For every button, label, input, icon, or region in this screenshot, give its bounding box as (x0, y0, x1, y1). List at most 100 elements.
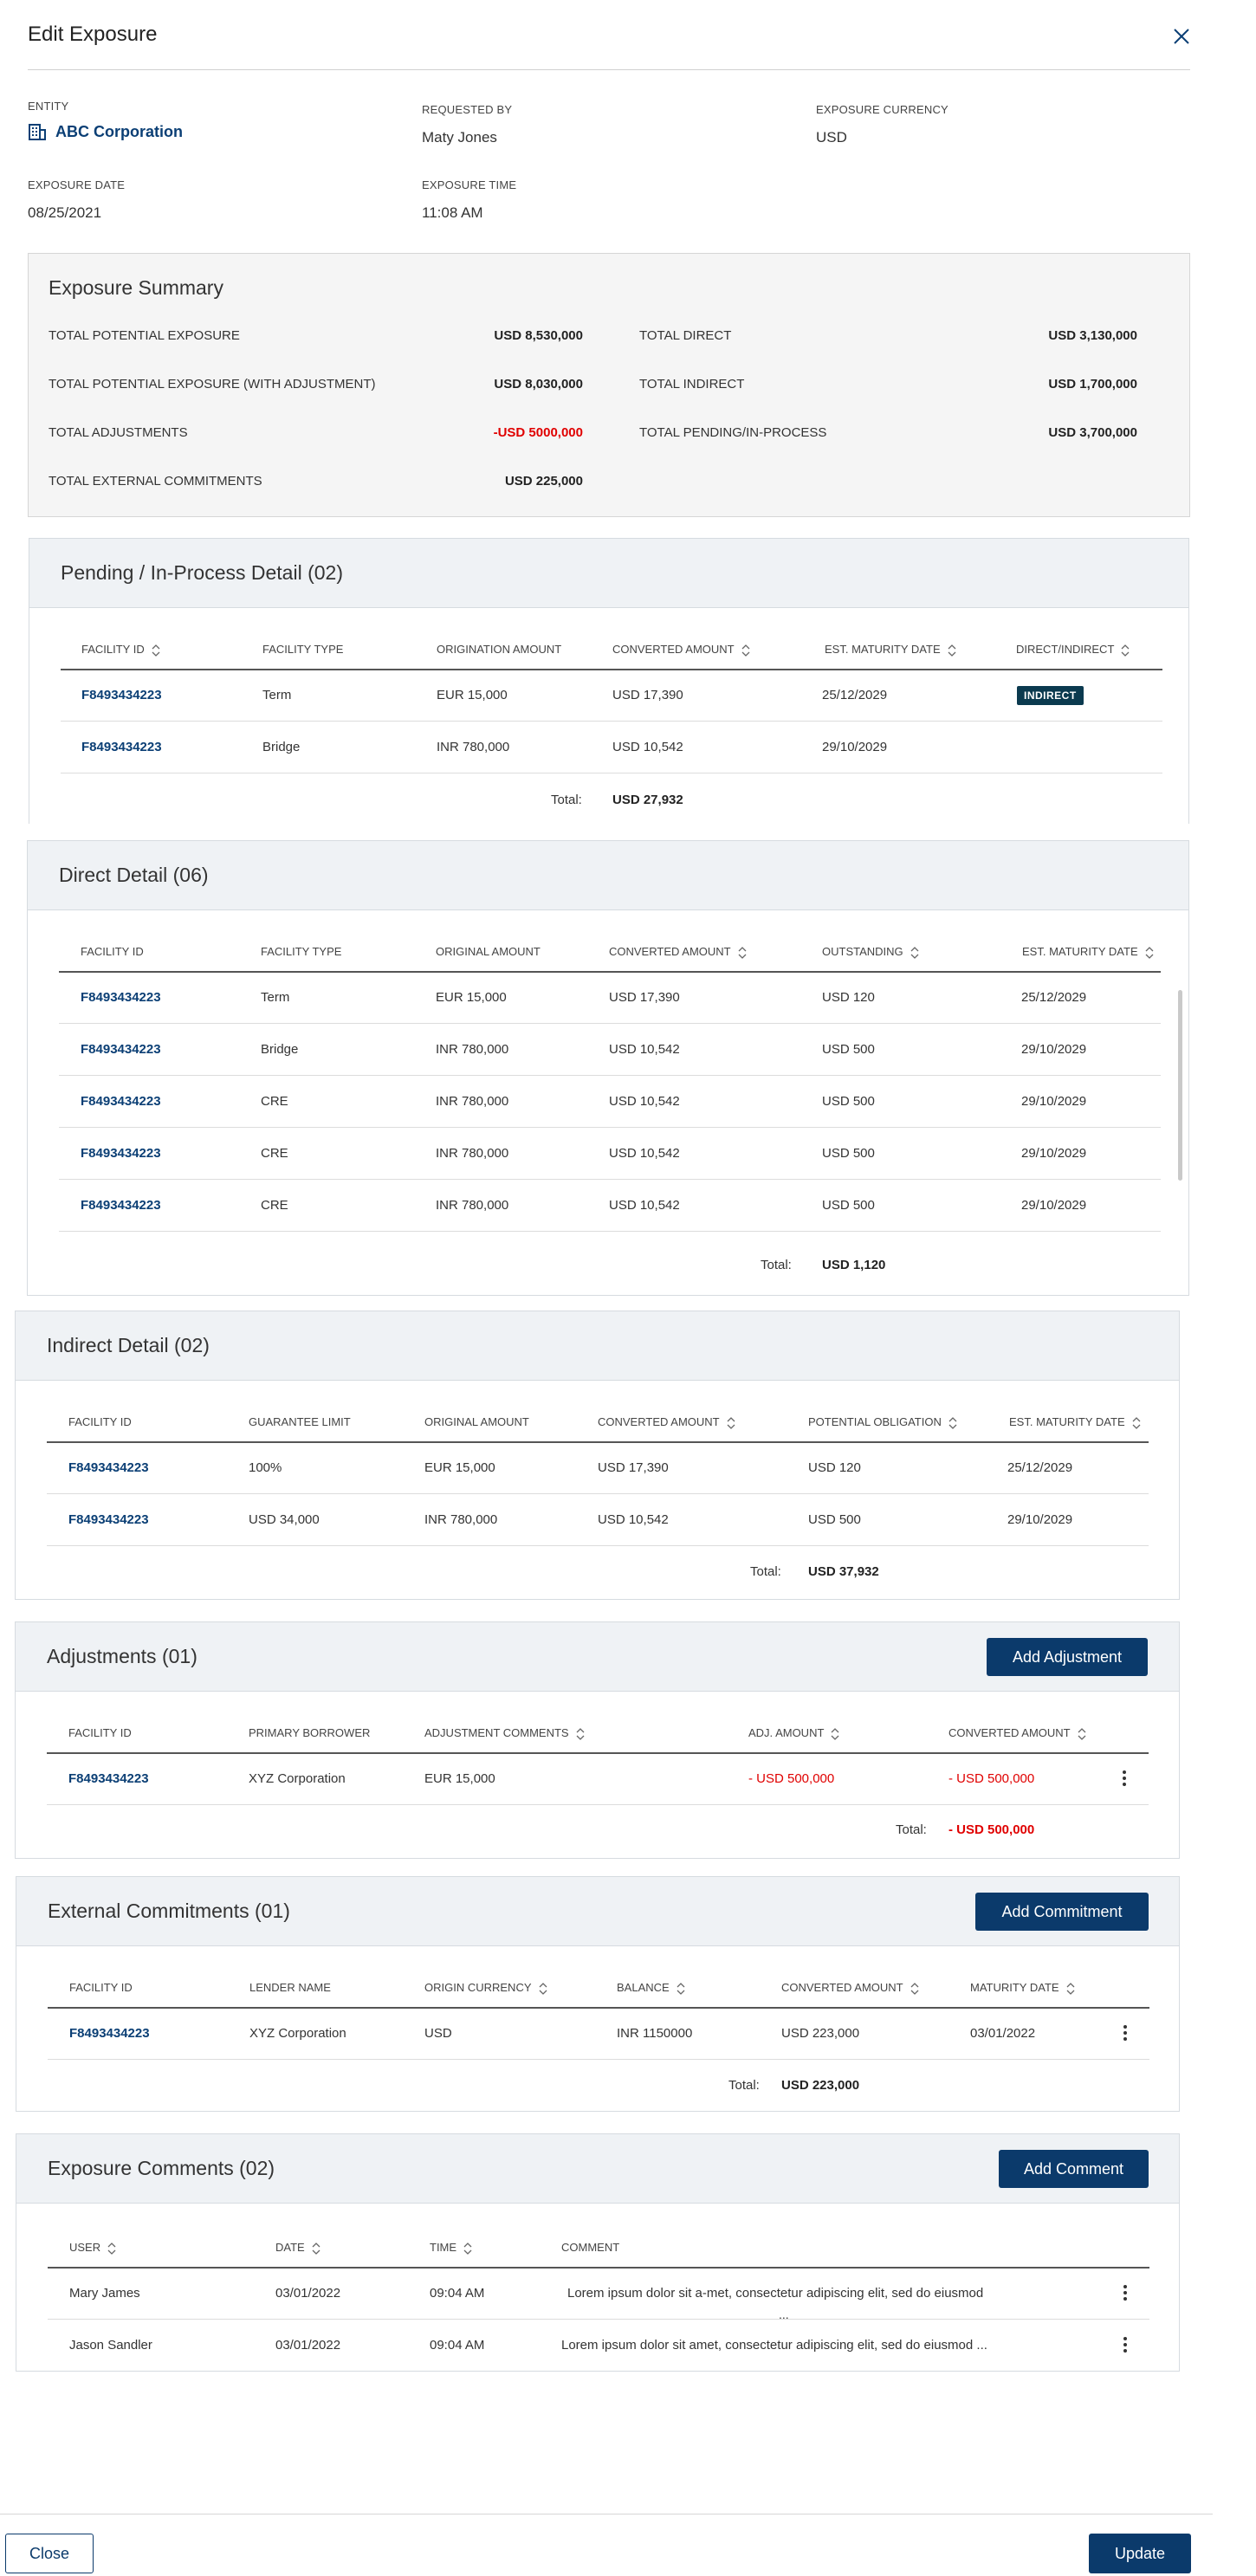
sort-icon[interactable] (741, 644, 750, 657)
column-header[interactable]: CONVERTED AMOUNT (609, 945, 747, 959)
table-cell: 25/12/2029 (1021, 990, 1087, 1005)
facility-id-link[interactable]: F8493434223 (81, 1198, 161, 1213)
row-divider (59, 1075, 1161, 1076)
column-header: GUARANTEE LIMIT (249, 1415, 351, 1428)
table-header-line (61, 669, 1162, 670)
sort-icon[interactable] (107, 2242, 116, 2255)
column-header: LENDER NAME (249, 1981, 331, 1994)
summary-label: TOTAL PENDING/IN-PROCESS (639, 425, 827, 440)
table-cell: USD 17,390 (609, 990, 680, 1005)
column-header[interactable]: CONVERTED AMOUNT (781, 1981, 919, 1995)
column-header[interactable]: DIRECT/INDIRECT (1016, 643, 1130, 657)
exposure-time-value: 11:08 AM (422, 204, 483, 221)
column-header[interactable]: FACILITY ID (81, 643, 160, 657)
column-header[interactable]: MATURITY DATE (970, 1981, 1075, 1995)
indirect-card: Indirect Detail (02) FACILITY ID GUARANT… (15, 1311, 1180, 1600)
column-header[interactable]: OUTSTANDING (822, 945, 919, 959)
sort-icon[interactable] (463, 2242, 472, 2255)
column-header[interactable]: POTENTIAL OBLIGATION (808, 1415, 957, 1429)
sort-icon[interactable] (948, 1416, 957, 1429)
column-header[interactable]: TIME (430, 2241, 472, 2255)
facility-id-link[interactable]: F8493434223 (81, 990, 161, 1005)
add-commitment-button[interactable]: Add Commitment (975, 1893, 1149, 1931)
column-header-label: FACILITY ID (81, 643, 145, 656)
sort-icon[interactable] (1066, 1982, 1075, 1995)
column-header[interactable]: USER (69, 2241, 116, 2255)
add-comment-button[interactable]: Add Comment (999, 2150, 1149, 2188)
facility-id-link[interactable]: F8493434223 (81, 1042, 161, 1057)
sort-icon[interactable] (831, 1727, 839, 1740)
facility-id-link[interactable]: F8493434223 (69, 2026, 150, 2041)
sort-icon[interactable] (539, 1982, 547, 1995)
sort-icon[interactable] (1078, 1727, 1086, 1740)
column-header[interactable]: CONVERTED AMOUNT (948, 1726, 1086, 1740)
sort-icon[interactable] (910, 946, 919, 959)
column-header[interactable]: BALANCE (617, 1981, 685, 1995)
facility-id-link[interactable]: F8493434223 (68, 1460, 149, 1475)
table-scrollbar[interactable] (1178, 990, 1182, 1181)
row-menu-icon[interactable] (1117, 2023, 1134, 2043)
column-header: COMMENT (561, 2241, 620, 2254)
table-cell: CRE (261, 1198, 288, 1213)
entity-link[interactable]: ABC Corporation (55, 123, 183, 140)
table-cell: USD 500 (808, 1512, 861, 1527)
direct-card-header (28, 841, 1188, 910)
column-header: FACILITY TYPE (261, 945, 342, 958)
exposure-date-value: 08/25/2021 (28, 204, 102, 221)
facility-id-link[interactable]: F8493434223 (81, 740, 162, 754)
comment-user: Jason Sandler (69, 2338, 152, 2353)
row-divider (59, 1179, 1161, 1180)
row-menu-icon[interactable] (1116, 1768, 1133, 1789)
sort-icon[interactable] (738, 946, 747, 959)
row-menu-icon[interactable] (1117, 2282, 1134, 2303)
column-header[interactable]: CONVERTED AMOUNT (612, 643, 750, 657)
sort-icon[interactable] (312, 2242, 320, 2255)
close-icon[interactable] (1171, 26, 1192, 47)
column-header[interactable]: ADJUSTMENT COMMENTS (424, 1726, 585, 1740)
summary-label: TOTAL DIRECT (639, 328, 732, 343)
column-header[interactable]: EST. MATURITY DATE (1009, 1415, 1141, 1429)
add-adjustment-button[interactable]: Add Adjustment (987, 1638, 1148, 1676)
column-header[interactable]: EST. MATURITY DATE (825, 643, 956, 657)
summary-label: TOTAL EXTERNAL COMMITMENTS (49, 474, 262, 489)
sort-icon[interactable] (1121, 644, 1130, 657)
facility-id-link[interactable]: F8493434223 (81, 688, 162, 702)
row-divider (59, 1127, 1161, 1128)
sort-icon[interactable] (948, 644, 956, 657)
close-button[interactable]: Close (5, 2534, 94, 2573)
column-header[interactable]: EST. MATURITY DATE (1022, 945, 1154, 959)
direct-title: Direct Detail (06) (59, 864, 209, 886)
table-cell: INR 780,000 (436, 1146, 509, 1161)
summary-value: USD 1,700,000 (1048, 377, 1137, 392)
sort-icon[interactable] (727, 1416, 735, 1429)
facility-id-link[interactable]: F8493434223 (68, 1512, 149, 1527)
column-header[interactable]: ADJ. AMOUNT (748, 1726, 839, 1740)
column-header: FACILITY TYPE (262, 643, 344, 656)
update-button[interactable]: Update (1089, 2534, 1191, 2573)
sort-icon[interactable] (152, 644, 160, 657)
sort-icon[interactable] (677, 1982, 685, 1995)
sort-icon[interactable] (1132, 1416, 1141, 1429)
row-divider (47, 1804, 1149, 1805)
column-header-label: DATE (275, 2241, 305, 2254)
facility-id-link[interactable]: F8493434223 (81, 1094, 161, 1109)
column-header-label: ADJUSTMENT COMMENTS (424, 1726, 569, 1739)
sort-icon[interactable] (910, 1982, 919, 1995)
direct-indirect-badge: INDIRECT (1017, 686, 1084, 705)
facility-id-link[interactable]: F8493434223 (81, 1146, 161, 1161)
table-cell: EUR 15,000 (424, 1771, 495, 1786)
table-cell: Bridge (261, 1042, 299, 1057)
summary-label: TOTAL POTENTIAL EXPOSURE (WITH ADJUSTMEN… (49, 377, 376, 392)
column-header: FACILITY ID (69, 1981, 133, 1994)
column-header[interactable]: DATE (275, 2241, 320, 2255)
column-header[interactable]: CONVERTED AMOUNT (598, 1415, 735, 1429)
sort-icon[interactable] (576, 1727, 585, 1740)
row-menu-icon[interactable] (1117, 2334, 1134, 2355)
table-cell: 29/10/2029 (1021, 1198, 1087, 1213)
summary-value: -USD 5000,000 (493, 425, 583, 440)
row-divider (47, 1545, 1149, 1546)
sort-icon[interactable] (1145, 946, 1154, 959)
facility-id-link[interactable]: F8493434223 (68, 1771, 149, 1786)
summary-value: USD 8,530,000 (494, 328, 583, 343)
column-header[interactable]: ORIGIN CURRENCY (424, 1981, 547, 1995)
